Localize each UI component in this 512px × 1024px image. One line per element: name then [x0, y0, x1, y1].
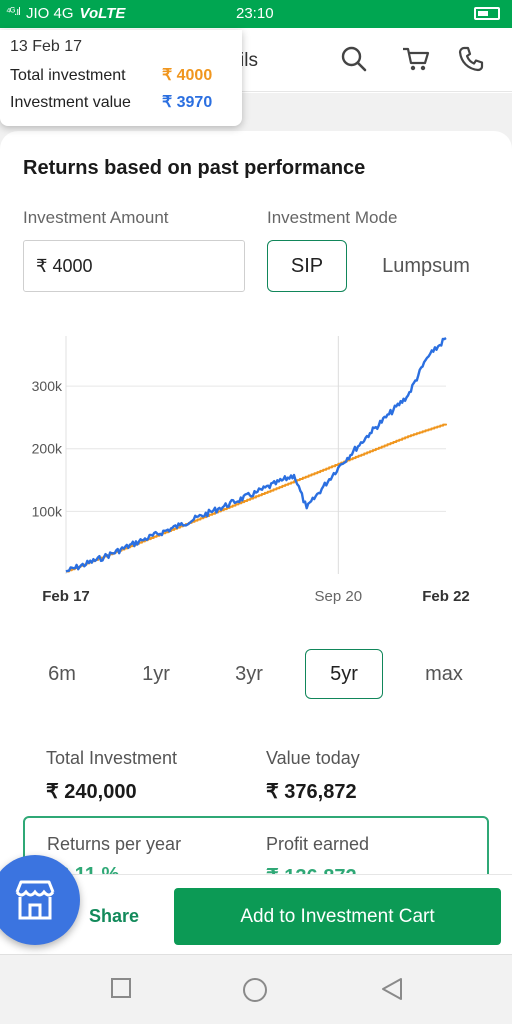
store-icon [15, 880, 55, 920]
total-investment-label: Total Investment [46, 748, 178, 768]
series-investment-value-line [65, 337, 447, 573]
tooltip-date: 13 Feb 17 [10, 38, 83, 55]
recents-icon[interactable] [110, 977, 132, 1004]
tooltip-total-value: ₹ 4000 [162, 67, 213, 84]
tooltip-total-row: Total investment ₹ 4000 [10, 62, 232, 89]
card-heading: Returns based on past performance [23, 157, 366, 179]
page-title: ils [240, 50, 258, 71]
back-icon[interactable] [380, 977, 404, 1006]
add-to-cart-button[interactable]: Add to Investment Cart [174, 888, 501, 945]
x-tick-label: Sep 20 [315, 588, 363, 605]
clock: 23:10 [236, 5, 274, 22]
status-bar: ⁴ᴳ.ıl JIO 4G VoLTE 23:10 [0, 0, 512, 28]
period-1yr[interactable]: 1yr [142, 662, 170, 685]
store-fab-button[interactable] [0, 855, 80, 945]
mode-lumpsum-button[interactable]: Lumpsum [382, 254, 470, 277]
mode-sip-button[interactable]: SIP [267, 240, 347, 292]
system-nav-bar [0, 954, 512, 1024]
value-today-value: ₹ 376,872 [266, 781, 357, 803]
mode-label: Investment Mode [267, 208, 398, 227]
investment-amount-input[interactable]: ₹ 4000 [23, 240, 245, 292]
battery-icon [474, 7, 500, 20]
total-investment-value: ₹ 240,000 [46, 781, 137, 803]
value-today-label: Value today [266, 748, 360, 768]
search-icon[interactable] [339, 44, 369, 74]
carrier-label: JIO 4G VoLTE [26, 5, 126, 22]
profit-earned-label: Profit earned [266, 834, 370, 854]
cart-icon[interactable] [401, 44, 431, 74]
y-tick-label: 200k [32, 441, 63, 457]
x-tick-label: Feb 17 [42, 588, 90, 605]
period-3yr[interactable]: 3yr [235, 662, 263, 685]
y-tick-label: 300k [32, 378, 63, 394]
home-icon[interactable] [242, 977, 268, 1008]
signal-indicator: ⁴ᴳ.ıl [6, 6, 21, 18]
tooltip-value-label: Investment value [10, 94, 131, 111]
performance-chart[interactable]: 100k 200k 300k Feb 17 Sep 20 Feb 22 [0, 326, 512, 616]
amount-label: Investment Amount [23, 208, 169, 227]
y-tick-label: 100k [32, 503, 63, 519]
returns-per-year-label: Returns per year [47, 834, 182, 854]
period-5yr[interactable]: 5yr [305, 649, 383, 699]
returns-card: Returns based on past performance Invest… [0, 131, 512, 951]
chart-tooltip: 13 Feb 17 Total investment ₹ 4000 Invest… [0, 30, 242, 126]
x-tick-label: Feb 22 [422, 588, 470, 605]
tooltip-value-row: Investment value ₹ 3970 [10, 89, 232, 116]
series-total-investment-line [66, 423, 447, 573]
bottom-action-bar: Share Add to Investment Cart [0, 874, 512, 954]
share-button[interactable]: Share [89, 906, 140, 926]
phone-icon[interactable] [456, 44, 486, 74]
tooltip-value-value: ₹ 3970 [162, 94, 213, 111]
period-6m[interactable]: 6m [48, 662, 76, 685]
volte-label: VoLTE [79, 5, 126, 22]
tooltip-total-label: Total investment [10, 67, 126, 84]
period-max[interactable]: max [425, 662, 463, 685]
